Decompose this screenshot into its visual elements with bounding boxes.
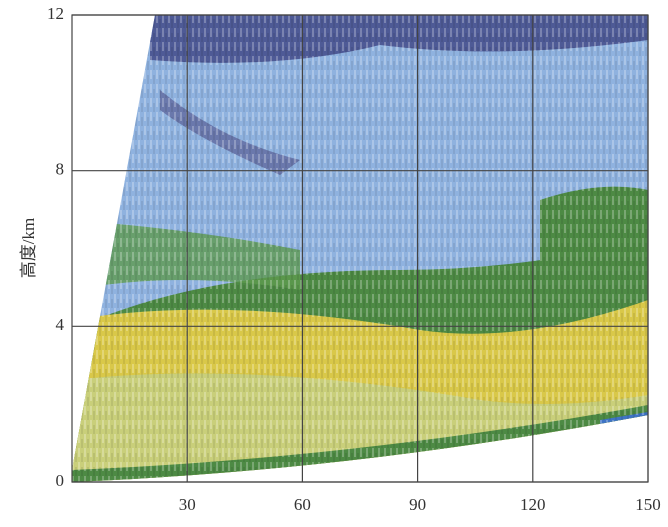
x-tick-label: 90 — [409, 495, 426, 514]
x-tick-label: 120 — [520, 495, 546, 514]
y-tick-label: 8 — [56, 160, 65, 179]
y-tick-label: 0 — [56, 471, 65, 490]
radar-field — [72, 15, 648, 485]
x-tick-label: 150 — [635, 495, 661, 514]
x-tick-label: 60 — [294, 495, 311, 514]
chart: 高度/km 0 4 8 12 30 60 90 120 150 — [0, 0, 668, 527]
y-tick-label: 4 — [56, 315, 65, 334]
y-tick-label: 12 — [47, 4, 64, 23]
y-axis-label: 高度/km — [19, 218, 38, 278]
x-tick-label: 30 — [179, 495, 196, 514]
